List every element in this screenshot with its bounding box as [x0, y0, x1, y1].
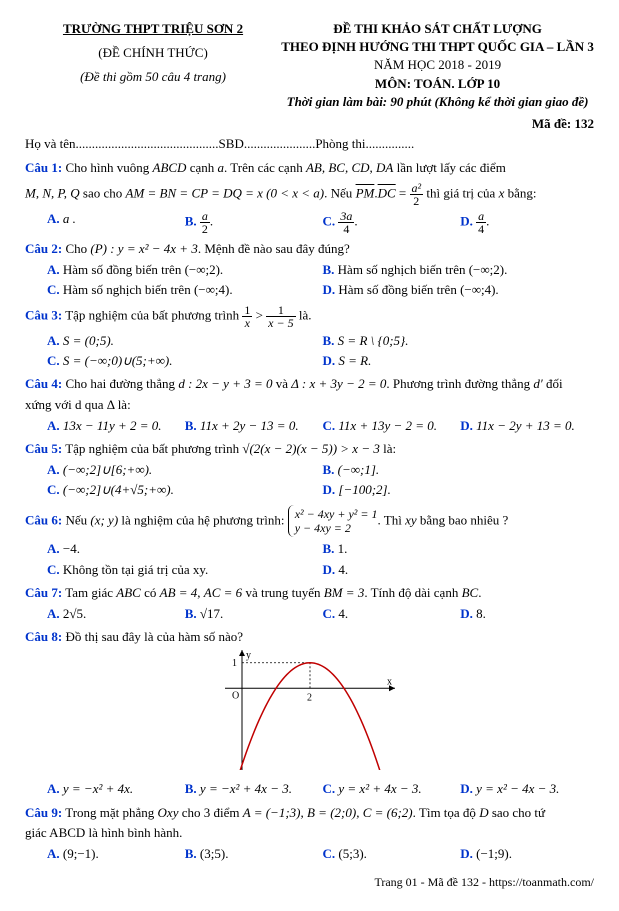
question-1: Câu 1: Cho hình vuông ABCD cạnh a. Trên …	[25, 159, 594, 177]
question-9: Câu 9: Trong mặt phẳng Oxy cho 3 điểm A …	[25, 804, 594, 822]
q1-label: Câu 1:	[25, 160, 62, 175]
header-right: ĐỀ THI KHẢO SÁT CHẤT LƯỢNG THEO ĐỊNH HƯỚ…	[281, 20, 594, 111]
q9-line2: giác ABCD là hình bình hành.	[25, 824, 594, 842]
subject: MÔN: TOÁN. LỚP 10	[281, 75, 594, 93]
svg-text:x: x	[387, 677, 392, 688]
q5-options: A. (−∞;2]∪[6;+∞). B. (−∞;1]. C. (−∞;2]∪(…	[43, 460, 594, 500]
graph-svg: 1 2 Ox y	[225, 650, 395, 770]
question-5: Câu 5: Tập nghiệm của bất phương trình √…	[25, 440, 594, 458]
school-year: NĂM HỌC 2018 - 2019	[281, 56, 594, 74]
svg-text:2: 2	[307, 693, 312, 704]
school-name: TRƯỜNG THPT TRIỆU SƠN 2	[25, 20, 281, 38]
doc-header: TRƯỜNG THPT TRIỆU SƠN 2 (ĐỀ CHÍNH THỨC) …	[25, 20, 594, 111]
question-7: Câu 7: Tam giác ABC có AB = 4, AC = 6 và…	[25, 584, 594, 602]
exam-time: Thời gian làm bài: 90 phút (Không kể thờ…	[281, 93, 594, 111]
question-6: Câu 6: Nếu (x; y) là nghiệm của hệ phươn…	[25, 505, 594, 538]
question-1-line2: M, N, P, Q sao cho AM = BN = CP = DQ = x…	[25, 182, 594, 207]
header-left: TRƯỜNG THPT TRIỆU SƠN 2 (ĐỀ CHÍNH THỨC) …	[25, 20, 281, 111]
equation-system: x² − 4xy + y² = 1 y − 4xy = 2	[288, 505, 378, 538]
q1-options: A. a . B. a2. C. 3a4. D. a4.	[43, 209, 594, 236]
page-footer: Trang 01 - Mã đề 132 - https://toanmath.…	[25, 874, 594, 891]
official-note: (ĐỀ CHÍNH THỨC)	[25, 44, 281, 62]
q3-options: A. S = (0;5). B. S = R \ {0;5}. C. S = (…	[43, 331, 594, 371]
question-2: Câu 2: Cho (P) : y = x² − 4x + 3. Mệnh đ…	[25, 240, 594, 258]
q9-options: A. (9;−1). B. (3;5). C. (5;3). D. (−1;9)…	[43, 844, 594, 864]
q4-options: A. 13x − 11y + 2 = 0. B. 11x + 2y − 13 =…	[43, 416, 594, 436]
exam-title-2: THEO ĐỊNH HƯỚNG THI THPT QUỐC GIA – LẦN …	[281, 38, 594, 56]
svg-text:y: y	[246, 650, 251, 661]
q6-options: A. −4. B. 1. C. Không tồn tại giá trị củ…	[43, 539, 594, 579]
question-3: Câu 3: Tập nghiệm của bất phương trình 1…	[25, 304, 594, 329]
q2-options: A. Hàm số đồng biến trên (−∞;2). B. Hàm …	[43, 260, 594, 300]
q4-line2: xứng với d qua Δ là:	[25, 396, 594, 414]
exam-code: Mã đề: 132	[25, 115, 594, 133]
svg-text:O: O	[232, 691, 239, 702]
exam-title-1: ĐỀ THI KHẢO SÁT CHẤT LƯỢNG	[281, 20, 594, 38]
question-4: Câu 4: Cho hai đường thẳng d : 2x − y + …	[25, 375, 594, 393]
question-8: Câu 8: Đồ thị sau đây là của hàm số nào?	[25, 628, 594, 646]
q7-options: A. 2√5. B. √17. C. 4. D. 8.	[43, 604, 594, 624]
paper-note: (Đề thi gồm 50 câu 4 trang)	[25, 68, 281, 86]
time-text: Thời gian làm bài: 90 phút (Không kể thờ…	[287, 94, 589, 109]
svg-text:1: 1	[232, 658, 237, 669]
parabola-graph: 1 2 Ox y	[25, 650, 594, 775]
q8-options: A. y = −x² + 4x. B. y = −x² + 4x − 3. C.…	[43, 779, 594, 799]
student-info-line: Họ và tên...............................…	[25, 135, 594, 153]
